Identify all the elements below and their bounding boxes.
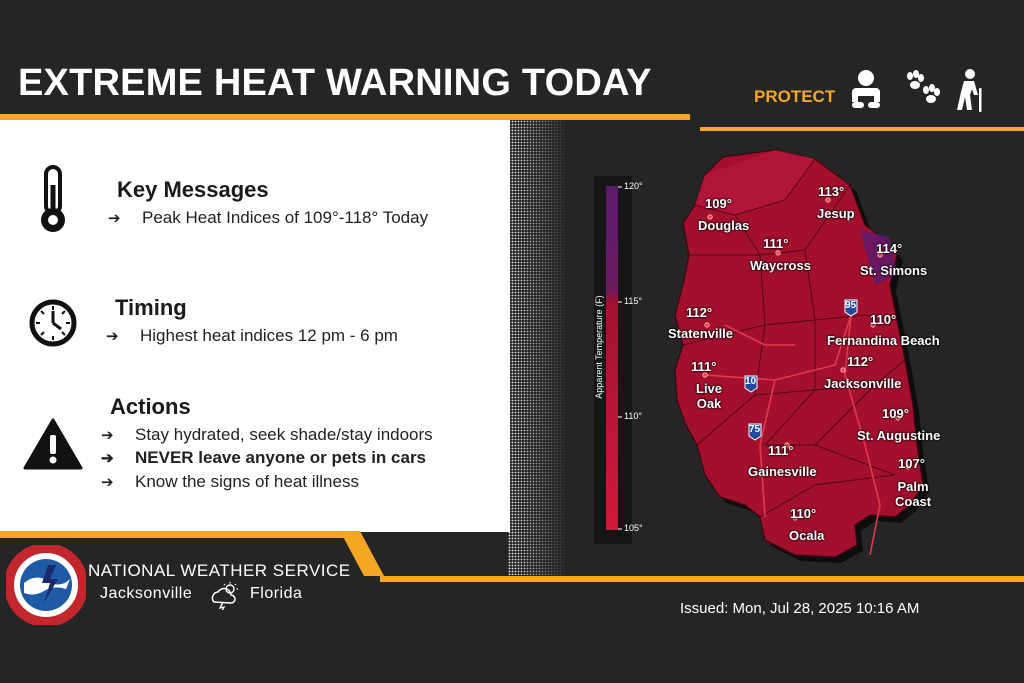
- timing-title: Timing: [115, 295, 187, 320]
- timing-bullet: ➔ Highest heat indices 12 pm - 6 pm: [106, 326, 398, 345]
- legend-tick-120: 120°: [624, 181, 643, 191]
- arrow-icon: ➔: [106, 328, 119, 345]
- city-name-ocala: Ocala: [789, 528, 825, 543]
- city-name-jacksonville: Jacksonville: [824, 376, 902, 391]
- legend-tick-105: 105°: [624, 523, 643, 533]
- city-temp-fernandina-beach: 110°: [870, 312, 897, 327]
- city-name-fernandina-beach: Fernandina Beach: [827, 333, 940, 348]
- legend-gradient: [606, 186, 622, 530]
- info-panel: [0, 120, 510, 532]
- heat-index-map: [674, 149, 929, 563]
- warning-icon: [23, 418, 83, 470]
- legend-tick-110: 110°: [624, 411, 642, 421]
- city-name-douglas: Douglas: [698, 218, 750, 233]
- nws-logo: [6, 545, 86, 625]
- city-temp-palm-coast: 107°: [898, 456, 925, 471]
- footer-diagonal: [340, 531, 384, 576]
- key-messages-bullet: ➔ Peak Heat Indices of 109°-118° Today: [108, 208, 429, 227]
- actions-title: Actions: [110, 394, 191, 419]
- arrow-icon: ➔: [101, 474, 114, 491]
- actions-bullet-1: ➔ Stay hydrated, seek shade/stay indoors: [101, 425, 433, 444]
- thunderstorm-icon: [211, 582, 238, 610]
- title-underline: [0, 114, 690, 120]
- actions-bullet-2: ➔ NEVER leave anyone or pets in cars: [101, 448, 427, 467]
- key-messages-title: Key Messages: [117, 177, 269, 202]
- thermometer-icon: [41, 165, 65, 232]
- arrow-icon: ➔: [101, 450, 114, 467]
- paw-prints-icon: [907, 70, 940, 103]
- page-title: EXTREME HEAT WARNING TODAY: [18, 62, 652, 104]
- legend-tick-115: 115°: [624, 296, 642, 306]
- halftone-separator: [508, 120, 568, 575]
- footer-orange-stripe: [0, 531, 360, 538]
- city-temp-st-simons: 114°: [876, 241, 903, 256]
- map-orange-stripe: [380, 576, 1024, 582]
- city-name-palm-coast: Palm Coast: [895, 479, 932, 509]
- city-name-jesup: Jesup: [817, 206, 855, 221]
- highway-10-label: 10: [745, 376, 757, 387]
- city-temp-ocala: 110°: [790, 506, 817, 521]
- city-name-st-simons: St. Simons: [860, 263, 928, 278]
- city-temp-jesup: 113°: [818, 184, 845, 199]
- city-temp-waycross: 111°: [763, 236, 789, 251]
- city-temp-jacksonville: 112°: [847, 354, 874, 369]
- city-temp-gainesville: 111°: [768, 443, 794, 458]
- protect-underline: [700, 127, 1024, 131]
- highway-75-label: 75: [749, 424, 761, 435]
- city-name-statenville: Statenville: [668, 326, 734, 341]
- protect-icons: [852, 69, 982, 112]
- highway-95-label: 95: [845, 300, 857, 311]
- city-temp-douglas: 109°: [705, 196, 732, 211]
- arrow-icon: ➔: [101, 427, 114, 444]
- baby-icon: [852, 70, 880, 108]
- issued-timestamp: Issued: Mon, Jul 28, 2025 10:16 AM: [680, 600, 920, 617]
- legend-title: Apparent Temperature (F): [594, 295, 604, 399]
- nws-name: NATIONAL WEATHER SERVICE: [88, 561, 351, 580]
- elderly-person-icon: [957, 69, 982, 112]
- protect-label: PROTECT: [754, 87, 836, 106]
- city-temp-live-oak: 111°: [691, 359, 717, 374]
- actions-bullet-3: ➔ Know the signs of heat illness: [101, 472, 359, 491]
- city-temp-st-augustine: 109°: [882, 406, 909, 421]
- city-name-live-oak: Live Oak: [696, 381, 723, 411]
- arrow-icon: ➔: [108, 210, 121, 227]
- city-name-gainesville: Gainesville: [748, 464, 817, 479]
- clock-icon: [29, 299, 77, 347]
- city-temp-statenville: 112°: [686, 305, 713, 320]
- nws-city: Jacksonville: [100, 585, 193, 602]
- nws-state: Florida: [250, 585, 303, 602]
- city-name-waycross: Waycross: [750, 258, 811, 273]
- city-name-st-augustine: St. Augustine: [857, 428, 941, 443]
